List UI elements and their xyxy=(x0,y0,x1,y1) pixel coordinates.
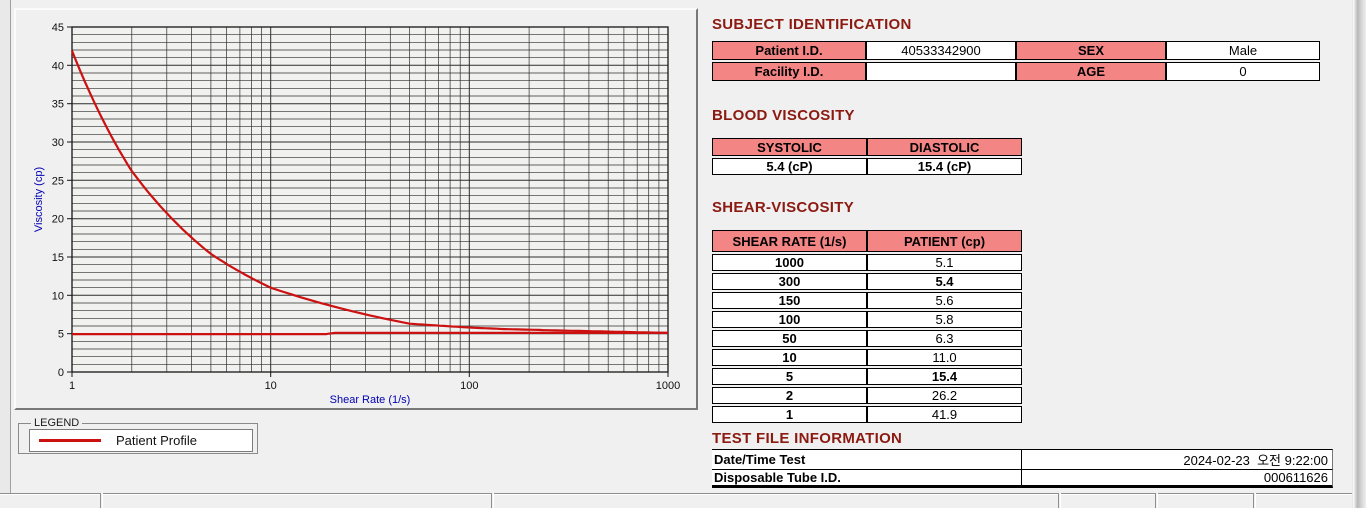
legend-entry-label: Patient Profile xyxy=(116,433,197,448)
patient-cp-header: PATIENT (cp) xyxy=(867,230,1022,252)
shear-viscosity-table: SHEAR RATE (1/s) PATIENT (cp) 1000 5.1 300… xyxy=(712,228,1022,425)
disposable-tube-id-label: Disposable Tube I.D. xyxy=(712,470,1022,488)
panel-divider xyxy=(100,493,103,508)
shear-rate-cell: 50 xyxy=(712,330,867,347)
age-label: AGE xyxy=(1016,62,1166,81)
shear-rate-header: SHEAR RATE (1/s) xyxy=(712,230,867,252)
patient-cp-cell: 26.2 xyxy=(867,387,1022,404)
svg-text:45: 45 xyxy=(52,22,64,34)
table-row: SYSTOLIC DIASTOLIC xyxy=(712,138,1022,156)
shear-viscosity-chart: 0 5 10 15 20 25 30 35 40 45 1 10 100 1000 Shear Rate (… xyxy=(33,22,680,406)
facility-id-label: Facility I.D. xyxy=(712,62,866,81)
blood-viscosity-table: SYSTOLIC DIASTOLIC 5.4 (cP) 15.4 (cP) xyxy=(712,136,1022,177)
table-row: 5.4 (cP) 15.4 (cP) xyxy=(712,158,1022,175)
svg-text:Viscosity (cp): Viscosity (cp) xyxy=(33,167,45,232)
table-row: Patient I.D. 40533342900 SEX Male xyxy=(712,41,1320,60)
svg-text:100: 100 xyxy=(460,380,478,392)
patient-cp-cell: 11.0 xyxy=(867,349,1022,366)
disposable-tube-id-value: 000611626 xyxy=(1022,470,1333,488)
shear-row: 5 15.4 xyxy=(712,368,1022,385)
panel-divider xyxy=(1058,493,1061,508)
svg-text:5: 5 xyxy=(58,329,64,341)
chart-legend: LEGEND Patient Profile xyxy=(18,417,258,454)
patient-id-label: Patient I.D. xyxy=(712,41,866,60)
shear-rate-cell: 100 xyxy=(712,311,867,328)
diastolic-header: DIASTOLIC xyxy=(867,138,1022,156)
legend-title: LEGEND xyxy=(34,417,80,429)
shear-rate-cell: 150 xyxy=(712,292,867,309)
test-file-information-table: Date/Time Test 2024-02-23 오전 9:22:00 Dis… xyxy=(712,449,1333,488)
shear-row: 10 11.0 xyxy=(712,349,1022,366)
shear-row: 50 6.3 xyxy=(712,330,1022,347)
background-window-panels[interactable] xyxy=(0,493,1366,508)
patient-id-value: 40533342900 xyxy=(866,41,1016,60)
svg-text:20: 20 xyxy=(52,214,64,226)
panel-divider xyxy=(491,493,494,508)
table-row: Disposable Tube I.D. 000611626 xyxy=(712,470,1333,488)
window-left-edge xyxy=(0,0,11,508)
sex-label: SEX xyxy=(1016,41,1166,60)
facility-id-value xyxy=(866,62,1016,81)
systolic-value: 5.4 (cP) xyxy=(712,158,867,175)
patient-cp-cell: 5.4 xyxy=(867,273,1022,290)
shear-table-body: 1000 5.1 300 5.4 150 5.6 100 5.8 50 6.3 10 11.0 5 15.… xyxy=(712,254,1022,423)
svg-text:1: 1 xyxy=(69,380,75,392)
svg-text:40: 40 xyxy=(52,60,64,72)
table-header-row: SHEAR RATE (1/s) PATIENT (cp) xyxy=(712,230,1022,252)
shear-rate-cell: 300 xyxy=(712,273,867,290)
sex-value: Male xyxy=(1166,41,1320,60)
patient-profile-line-sample xyxy=(39,439,101,442)
shear-rate-cell: 1 xyxy=(712,406,867,423)
subject-identification-title: SUBJECT IDENTIFICATION xyxy=(712,16,912,33)
table-row: Facility I.D. AGE 0 xyxy=(712,62,1320,81)
shear-rate-cell: 10 xyxy=(712,349,867,366)
systolic-header: SYSTOLIC xyxy=(712,138,867,156)
diastolic-value: 15.4 (cP) xyxy=(867,158,1022,175)
svg-text:0: 0 xyxy=(58,367,64,379)
svg-text:1000: 1000 xyxy=(656,380,680,392)
viscosity-chart-panel: 0 5 10 15 20 25 30 35 40 45 1 10 100 1000 Shear Rate (… xyxy=(14,8,698,410)
shear-rate-cell: 5 xyxy=(712,368,867,385)
blood-viscosity-title: BLOOD VISCOSITY xyxy=(712,107,855,124)
shear-rate-cell: 1000 xyxy=(712,254,867,271)
shear-row: 100 5.8 xyxy=(712,311,1022,328)
table-row: Date/Time Test 2024-02-23 오전 9:22:00 xyxy=(712,449,1333,470)
svg-text:Shear Rate (1/s): Shear Rate (1/s) xyxy=(330,394,411,406)
shear-row: 300 5.4 xyxy=(712,273,1022,290)
panel-divider xyxy=(1253,493,1256,508)
patient-cp-cell: 5.6 xyxy=(867,292,1022,309)
shear-row: 150 5.6 xyxy=(712,292,1022,309)
svg-text:25: 25 xyxy=(52,175,64,187)
age-value: 0 xyxy=(1166,62,1320,81)
patient-cp-cell: 6.3 xyxy=(867,330,1022,347)
date-time-test-label: Date/Time Test xyxy=(712,449,1022,470)
shear-row: 2 26.2 xyxy=(712,387,1022,404)
test-file-information-title: TEST FILE INFORMATION xyxy=(712,430,903,447)
patient-cp-cell: 41.9 xyxy=(867,406,1022,423)
shear-rate-cell: 2 xyxy=(712,387,867,404)
window-right-edge[interactable] xyxy=(1352,0,1366,508)
patient-cp-cell: 15.4 xyxy=(867,368,1022,385)
shear-row: 1 41.9 xyxy=(712,406,1022,423)
patient-cp-cell: 5.1 xyxy=(867,254,1022,271)
svg-text:10: 10 xyxy=(52,290,64,302)
svg-text:15: 15 xyxy=(52,252,64,264)
svg-text:35: 35 xyxy=(52,99,64,111)
subject-identification-table: Patient I.D. 40533342900 SEX Male Facili… xyxy=(712,39,1320,83)
shear-row: 1000 5.1 xyxy=(712,254,1022,271)
panel-divider xyxy=(1155,493,1158,508)
date-time-test-value: 2024-02-23 오전 9:22:00 xyxy=(1022,449,1333,470)
svg-text:10: 10 xyxy=(265,380,277,392)
legend-entry: Patient Profile xyxy=(29,429,253,452)
shear-viscosity-title: SHEAR-VISCOSITY xyxy=(712,199,855,216)
svg-text:30: 30 xyxy=(52,137,64,149)
patient-cp-cell: 5.8 xyxy=(867,311,1022,328)
